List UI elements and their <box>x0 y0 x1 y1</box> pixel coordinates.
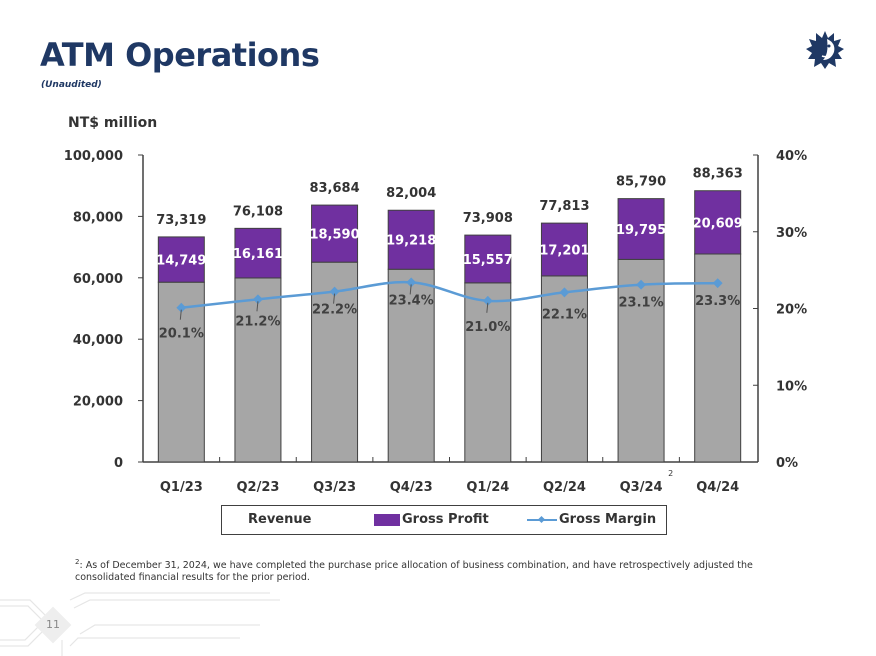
gross-profit-data-label: 20,609 <box>693 216 743 231</box>
left-y-tick-label: 60,000 <box>73 272 123 287</box>
gross-profit-data-label: 17,201 <box>539 244 589 259</box>
unaudited-note: (Unaudited) <box>41 80 102 90</box>
revenue-data-label: 83,684 <box>309 181 359 196</box>
footnote: 2: As of December 31, 2024, we have comp… <box>75 556 815 584</box>
legend-label-gross-profit: Gross Profit <box>402 512 489 527</box>
legend-label-gross-margin: Gross Margin <box>559 512 657 527</box>
gross-profit-bar <box>234 227 282 279</box>
gross-profit-bar <box>464 234 512 284</box>
revenue-data-label: 88,363 <box>693 167 743 182</box>
revenue-data-label: 73,319 <box>156 213 206 228</box>
gross-profit-bar <box>694 190 742 255</box>
gross-profit-bar <box>540 222 588 277</box>
gross-margin-marker <box>252 294 263 305</box>
gross-margin-line-marker-icon <box>527 514 557 526</box>
gross-margin-marker <box>482 295 493 306</box>
gross-profit-bar <box>617 198 665 260</box>
x-tick-label: Q1/23 <box>160 480 203 495</box>
revenue-bar <box>694 253 742 463</box>
x-tick-label: Q3/23 <box>313 480 356 495</box>
x-tick-label: Q2/23 <box>236 480 279 495</box>
legend-item-gross-profit: Gross Profit <box>374 512 489 527</box>
page-title: ATM Operations <box>40 36 320 74</box>
chart-legend: Revenue Gross Profit Gross Margin <box>221 505 667 535</box>
right-y-tick-label: 0% <box>776 456 798 471</box>
gross-margin-data-label: 23.4% <box>389 293 434 308</box>
revenue-bar <box>617 258 665 463</box>
gross-margin-marker <box>712 278 723 289</box>
revenue-bar <box>234 277 282 463</box>
gross-margin-data-label: 21.2% <box>235 314 280 329</box>
gross-profit-data-label: 19,795 <box>616 223 666 238</box>
gross-margin-leader-line <box>179 309 182 320</box>
left-y-tick-label: 100,000 <box>64 149 123 164</box>
right-y-tick-label: 10% <box>776 379 807 394</box>
gross-profit-bar <box>387 209 435 270</box>
x-tick-label: Q4/23 <box>390 480 433 495</box>
x-tick-superscript: 2 <box>668 469 673 478</box>
gross-margin-leader-line <box>333 293 336 304</box>
gross-margin-line <box>181 280 718 309</box>
revenue-data-label: 77,813 <box>539 199 589 214</box>
x-tick-label: Q4/24 <box>696 480 739 495</box>
left-y-tick-label: 80,000 <box>73 210 123 225</box>
right-y-tick-label: 30% <box>776 226 807 241</box>
revenue-data-label: 76,108 <box>233 204 283 219</box>
right-y-tick-label: 20% <box>776 303 807 318</box>
revenue-data-label: 73,908 <box>463 211 513 226</box>
gross-profit-data-label: 19,218 <box>386 234 436 249</box>
legend-item-gross-margin: Gross Margin <box>527 512 656 527</box>
legend-label-revenue: Revenue <box>248 512 312 527</box>
left-y-tick-label: 40,000 <box>73 333 123 348</box>
revenue-bar <box>387 268 435 463</box>
gross-margin-marker <box>406 277 417 288</box>
gross-profit-bar <box>311 204 359 263</box>
revenue-data-label: 85,790 <box>616 175 666 190</box>
gross-margin-leader-line <box>409 284 412 295</box>
footnote-marker: 2 <box>75 558 80 566</box>
legend-item-revenue: Revenue <box>248 512 311 527</box>
gross-margin-data-label: 23.3% <box>695 294 740 309</box>
gross-profit-data-label: 15,557 <box>463 253 513 268</box>
atm-operations-chart: 0 20,000 40,000 60,000 80,000 100,000 0% 10% 20%… <box>64 149 807 495</box>
gross-margin-leader-line <box>486 302 489 313</box>
gross-margin-data-label: 22.1% <box>542 307 587 322</box>
gross-margin-data-label: 22.2% <box>312 303 357 318</box>
gross-margin-data-label: 20.1% <box>159 327 204 342</box>
right-y-tick-label: 40% <box>776 149 807 164</box>
gross-margin-marker <box>559 287 570 298</box>
x-tick-label: Q1/24 <box>466 480 509 495</box>
gross-margin-data-label: 23.1% <box>619 296 664 311</box>
gross-margin-marker <box>636 279 647 290</box>
x-tick-label: Q2/24 <box>543 480 586 495</box>
gross-profit-data-label: 16,161 <box>233 247 283 262</box>
gross-margin-leader-line <box>256 301 259 312</box>
gross-profit-data-label: 18,590 <box>309 228 359 243</box>
left-y-tick-label: 0 <box>114 456 123 471</box>
page-number: 11 <box>46 618 60 631</box>
revenue-bar <box>464 282 512 463</box>
footnote-text: : As of December 31, 2024, we have compl… <box>75 560 753 584</box>
circuit-decoration <box>0 592 280 656</box>
gross-margin-marker <box>329 286 340 297</box>
revenue-bar <box>540 275 588 463</box>
gross-profit-data-label: 14,749 <box>156 254 206 269</box>
gross-margin-data-label: 21.0% <box>465 320 510 335</box>
unit-label: NT$ million <box>68 115 158 131</box>
gross-margin-marker <box>176 302 187 313</box>
left-y-tick-label: 20,000 <box>73 395 123 410</box>
revenue-data-label: 82,004 <box>386 186 436 201</box>
gross-profit-swatch-icon <box>374 513 400 526</box>
x-tick-label: Q3/24 <box>620 480 663 495</box>
gross-profit-bar <box>157 236 205 283</box>
sun-face-logo-icon <box>806 31 844 69</box>
